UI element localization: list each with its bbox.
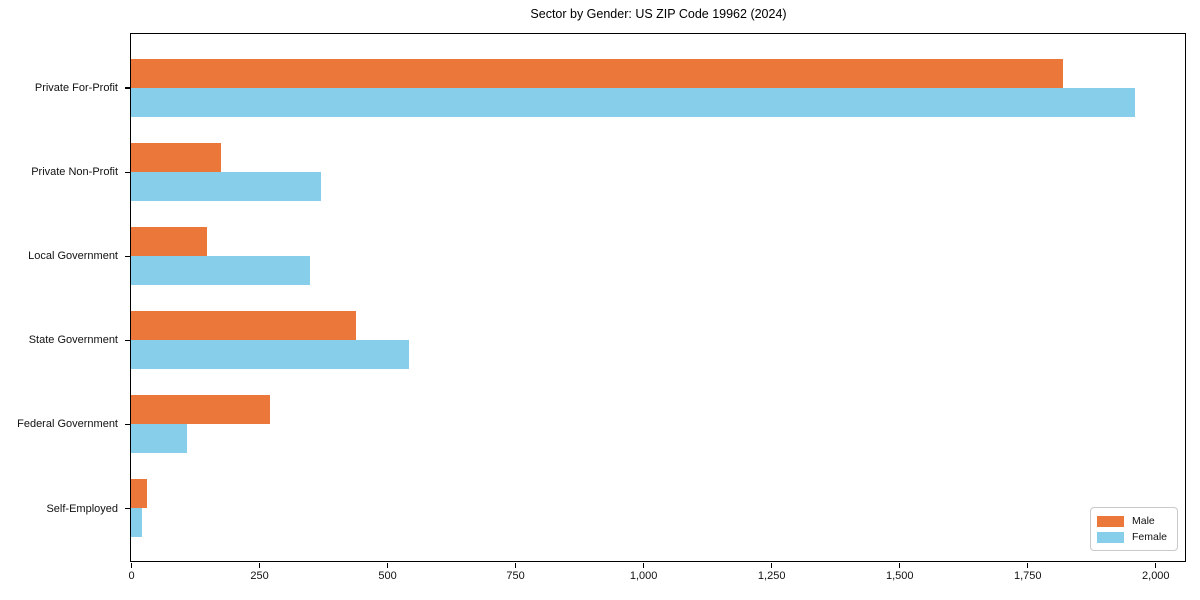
x-tick-label: 1,250	[757, 570, 786, 582]
y-tick-label: Private For-Profit	[34, 82, 118, 94]
legend-swatch-male	[1097, 515, 1124, 527]
y-tick-label: State Government	[28, 334, 118, 347]
legend-item-female: Female	[1097, 529, 1171, 545]
chart-title: Sector by Gender: US ZIP Code 19962 (202…	[530, 7, 787, 21]
legend-swatch-female	[1097, 531, 1124, 543]
y-tick-mark	[125, 171, 130, 173]
x-tick-mark	[515, 563, 517, 568]
x-tick-label: 0	[128, 570, 135, 582]
x-tick-mark	[899, 563, 901, 568]
plot-area	[130, 33, 1186, 562]
y-tick-label: Federal Government	[17, 418, 118, 431]
x-tick-label: 1,500	[885, 570, 914, 582]
y-tick-mark	[125, 339, 130, 341]
y-tick-mark	[125, 87, 130, 89]
x-tick-label: 1,750	[1013, 570, 1042, 582]
x-tick-mark	[1155, 563, 1157, 568]
x-tick-label: 2,000	[1142, 570, 1170, 582]
legend-item-male: Male	[1097, 513, 1171, 529]
y-tick-label: Private Non-Profit	[31, 166, 118, 179]
bar-female-5	[131, 423, 188, 453]
bar-female-4	[131, 339, 409, 369]
x-tick-mark	[771, 563, 773, 568]
bar-female-1	[131, 87, 1135, 117]
x-tick-label: 1,000	[629, 570, 658, 582]
x-tick-mark	[1027, 563, 1029, 568]
y-tick-mark	[125, 507, 130, 510]
y-tick-label: Local Government	[28, 250, 118, 263]
legend-label-female: Female	[1132, 531, 1168, 543]
bar-male-4	[131, 310, 357, 340]
x-tick-label: 500	[378, 570, 397, 582]
x-tick-mark	[130, 563, 133, 568]
y-tick-mark	[125, 423, 130, 425]
legend: Male Female	[1090, 507, 1178, 551]
y-tick-mark	[125, 255, 130, 257]
bar-male-3	[131, 226, 207, 256]
bar-male-2	[131, 142, 221, 172]
bar-male-6	[131, 479, 147, 508]
x-tick-mark	[258, 563, 261, 568]
bar-male-5	[131, 394, 271, 424]
legend-label-male: Male	[1132, 515, 1155, 527]
x-tick-label: 750	[506, 570, 525, 582]
bar-female-6	[131, 508, 142, 537]
bar-female-3	[131, 255, 311, 285]
bar-male-1	[131, 58, 1064, 88]
y-tick-label: Self-Employed	[46, 502, 118, 515]
x-tick-mark	[386, 563, 389, 568]
x-tick-label: 250	[250, 570, 269, 582]
x-tick-mark	[643, 563, 645, 568]
bar-female-2	[131, 171, 321, 201]
